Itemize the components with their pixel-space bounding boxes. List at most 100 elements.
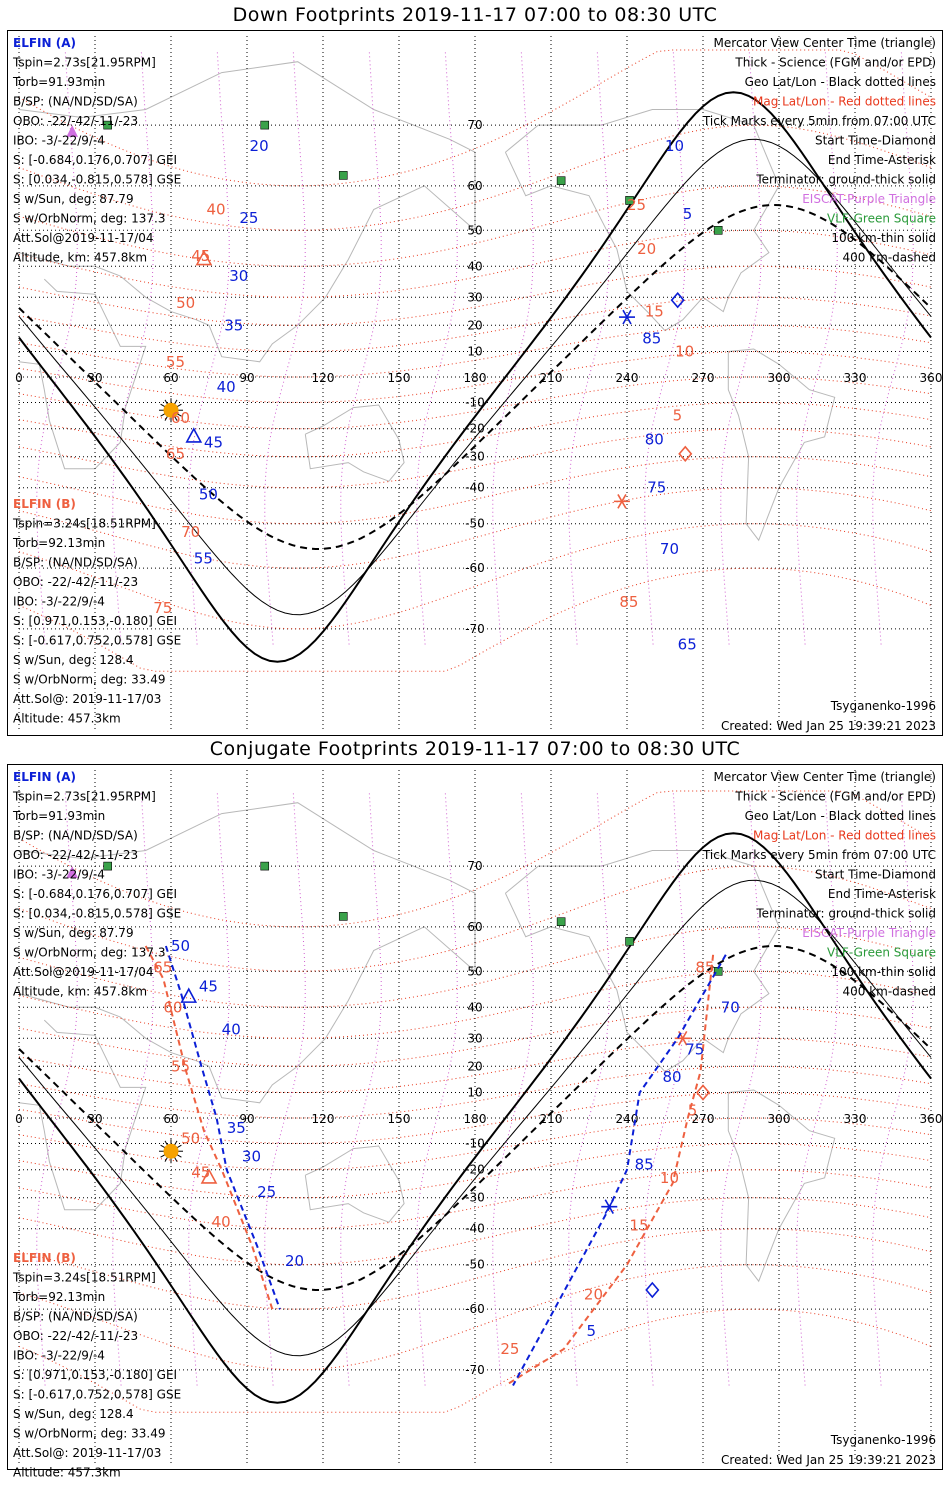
- elfin-a-track-west-tick-label: 55: [194, 549, 213, 567]
- elfin-b-track-west-tick-label: 50: [181, 1129, 200, 1147]
- elfin-a-info-line: Att.Sol@2019-11-17/04: [13, 965, 154, 979]
- vlf-green-square: [103, 120, 112, 130]
- mag-meridian: [644, 790, 686, 1386]
- elfin-a-track-east-tick-label: 70: [660, 540, 679, 558]
- elfin-a-track-east-tick-label: 70: [721, 998, 740, 1016]
- coastline-3: [504, 109, 780, 332]
- mag-meridian: [416, 790, 458, 1386]
- legend-entry: Geo Lat/Lon - Black dotted lines: [745, 75, 936, 89]
- elfin-b-track-east-tick-label: 5: [673, 406, 683, 424]
- mag-meridian: [264, 49, 306, 645]
- longitude-label: 150: [388, 1112, 411, 1126]
- elfin-a-info-line: IBO: -3/-22/9/-4: [13, 868, 105, 882]
- down-panel-title: Down Footprints 2019-11-17 07:00 to 08:3…: [232, 4, 718, 26]
- terminator-100km: [18, 138, 932, 616]
- latitude-label: -50: [465, 517, 485, 531]
- longitude-label: 270: [692, 371, 715, 385]
- vlf-green-square: [338, 171, 348, 180]
- mag-meridian: [416, 49, 458, 645]
- elfin-b-info-line: IBO: -3/-22/9/-4: [13, 595, 105, 609]
- eiscat-purple-triangle: [66, 125, 79, 137]
- elfin-a-track-west-center-triangle: [185, 427, 203, 443]
- latitude-label: 70: [467, 859, 482, 873]
- elfin-a-track-east-tick-label: 85: [642, 330, 661, 348]
- vlf-green-square: [338, 912, 348, 921]
- longitude-label: 240: [616, 1112, 639, 1126]
- elfin-b-info-line: OBO: -22/-42/-11/-23: [13, 575, 138, 589]
- elfin-b-info-line: S: [-0.617,0.752,0.578] GSE: [13, 1388, 181, 1402]
- longitude-label: 60: [163, 1112, 178, 1126]
- elfin-a-track-east-tick-label: 10: [665, 137, 684, 155]
- created-label: Created: Wed Jan 25 19:39:21 2023: [721, 1453, 936, 1467]
- mag-meridian: [188, 49, 230, 645]
- legend-entry: Mercator View Center Time (triangle): [714, 36, 936, 50]
- coastline-1: [18, 278, 147, 470]
- elfin-a-info-line: IBO: -3/-22/9/-4: [13, 134, 105, 148]
- mag-parallel: [18, 185, 932, 267]
- elfin-a-info-line: OBO: -22/-42/-11/-23: [13, 848, 138, 862]
- longitude-label: 90: [239, 1112, 254, 1126]
- legend-entry: Geo Lat/Lon - Black dotted lines: [745, 809, 936, 823]
- elfin-b-info-line: S: [0.971,0.153,-0.180] GEI: [13, 614, 177, 628]
- legend-entry: Mercator View Center Time (triangle): [714, 770, 936, 784]
- vlf-green-square: [713, 226, 723, 235]
- longitude-label: 90: [239, 371, 254, 385]
- mag-parallel: [18, 567, 932, 672]
- elfin-a-track-west-tick-label: 30: [229, 267, 248, 285]
- longitude-label: 240: [616, 371, 639, 385]
- latitude-label: 40: [467, 1000, 482, 1014]
- latitude-label: -70: [465, 622, 485, 636]
- elfin-b-info-line: Tspin=3.24s[18.51RPM]: [12, 517, 156, 531]
- elfin-b-info-line: Altitude: 457.3km: [13, 712, 121, 726]
- elfin-a-track-east-end-asterisk: [622, 309, 632, 325]
- coastline-4: [727, 348, 836, 542]
- vlf-green-square: [556, 176, 566, 185]
- coastline-0: [18, 802, 476, 1104]
- longitude-label: 360: [920, 371, 943, 385]
- mag-parallel: [18, 523, 932, 630]
- vlf-green-square: [103, 861, 112, 871]
- latitude-label: -60: [465, 561, 485, 575]
- elfin-a-track-west-tick-label: 50: [171, 937, 190, 955]
- legend-entry: Tick Marks every 5min from 07:00 UTC: [702, 848, 936, 862]
- latitude-label: 30: [467, 290, 482, 304]
- elfin-a-track-east-tick-label: 5: [683, 205, 693, 223]
- legend-entry: EISCAT-Purple Triangle: [802, 926, 936, 940]
- mag-parallel: [18, 1264, 932, 1371]
- legend-entry: Terminator: ground-thick solid: [755, 173, 936, 187]
- elfin-a-track-west-tick-label: 25: [239, 209, 258, 227]
- elfin-b-track-east-tick-label: 10: [660, 1169, 679, 1187]
- legend-entry: Mag Lat/Lon - Red dotted lines: [753, 95, 936, 109]
- mag-meridian: [264, 790, 306, 1386]
- elfin-b-track-west: [144, 945, 274, 1310]
- elfin-a-track-east-end-asterisk: [604, 1199, 614, 1214]
- legend-entry: 400 km-dashed: [842, 985, 936, 999]
- elfin-b-track-west-center-triangle: [200, 1168, 218, 1184]
- elfin-b-track-east-tick-label: 85: [619, 593, 638, 611]
- latitude-label: 10: [467, 1086, 482, 1100]
- panel-frame: [7, 764, 943, 1470]
- elfin-a-info-line: Torb=91.93min: [12, 809, 105, 823]
- elfin-a-track-east-tick-label: 5: [586, 1322, 596, 1340]
- elfin-b-info-line: S w/Sun, deg: 128.4: [13, 653, 134, 667]
- longitude-label: 210: [540, 1112, 563, 1126]
- elfin-b-track-west-tick-label: 60: [171, 409, 190, 427]
- latitude-label: -40: [465, 481, 485, 495]
- terminator-400km: [18, 944, 932, 1292]
- elfin-b-track-east-tick-label: 25: [627, 196, 646, 214]
- elfin-a-track-west-tick-label: 45: [199, 977, 218, 995]
- elfin-a-track-west-tick-label: 50: [199, 485, 218, 503]
- elfin-a-track-west-tick-label: 40: [217, 378, 236, 396]
- elfin-a-name: ELFIN (A): [13, 36, 76, 50]
- mag-meridian: [644, 49, 686, 645]
- elfin-a-info-line: OBO: -22/-42/-11/-23: [13, 114, 138, 128]
- latitude-label: 20: [467, 1059, 482, 1073]
- mag-meridian: [796, 49, 838, 645]
- elfin-b-track-east-tick-label: 15: [630, 1216, 649, 1234]
- elfin-b-track-west-tick-label: 70: [181, 523, 200, 541]
- latitude-label: -20: [465, 1163, 485, 1177]
- legend-entry: VLF-Green Square: [827, 212, 936, 226]
- elfin-b-info-line: Att.Sol@: 2019-11-17/03: [13, 1446, 161, 1460]
- vlf-green-square: [625, 196, 634, 205]
- elfin-b-track-west-tick-label: 60: [163, 998, 182, 1016]
